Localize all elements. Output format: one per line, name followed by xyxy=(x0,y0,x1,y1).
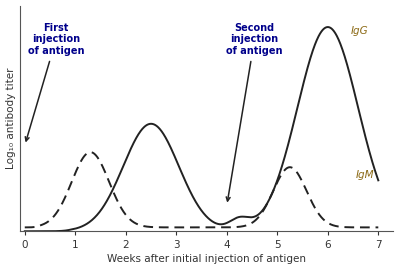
Text: Second
injection
of antigen: Second injection of antigen xyxy=(226,23,283,201)
Y-axis label: Log₁₀ antibody titer: Log₁₀ antibody titer xyxy=(6,68,16,169)
Text: First
injection
of antigen: First injection of antigen xyxy=(25,23,84,141)
Text: IgG: IgG xyxy=(350,26,368,36)
X-axis label: Weeks after initial injection of antigen: Weeks after initial injection of antigen xyxy=(107,254,306,264)
Text: IgM: IgM xyxy=(356,170,374,180)
